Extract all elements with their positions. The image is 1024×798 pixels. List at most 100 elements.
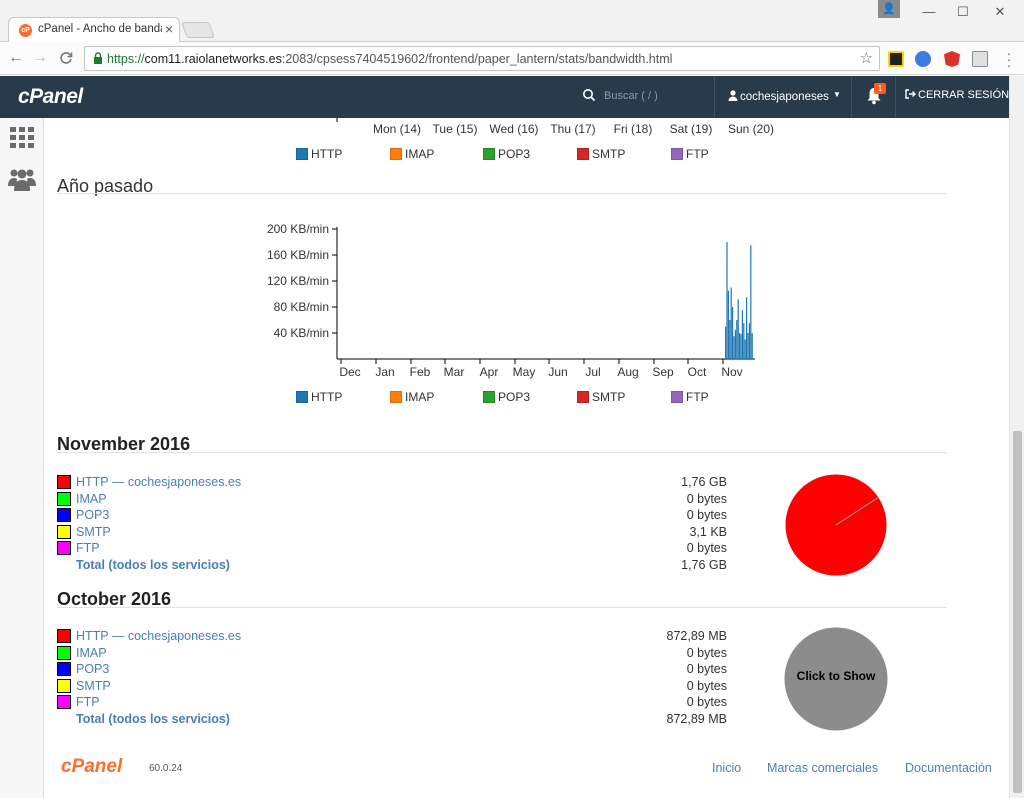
users-icon[interactable] [8,166,36,192]
service-value: 0 bytes [686,491,727,506]
x-tick-label: Apr [480,365,499,379]
footer-link-documentacion[interactable]: Documentación [905,761,992,775]
section-divider [57,193,947,194]
x-tick-label: Sep [652,365,674,379]
browser-profile-icon[interactable]: 👤 [878,0,900,18]
bar-http [737,299,739,359]
footer-cpanel-logo[interactable]: cPanel [61,756,123,777]
service-row: POP3 0 bytes [57,662,727,678]
user-menu[interactable]: cochesjaponeses [728,90,829,103]
shield-extension-icon[interactable] [915,51,931,67]
october-pie-placeholder[interactable] [781,624,891,734]
bar-http [730,287,732,359]
service-link[interactable]: POP3 [76,508,110,522]
page-scrollbar[interactable] [1009,76,1024,798]
bookmark-star-icon[interactable]: ☆ [859,50,873,67]
cpanel-favicon-icon: cP [19,24,32,37]
new-tab-button[interactable] [181,22,215,38]
total-link[interactable]: Total (todos los servicios) [76,711,230,726]
reload-icon[interactable] [56,48,76,68]
bar-http [743,323,745,359]
year-section-title: Año pasado [57,176,154,196]
service-color-swatch [57,662,71,676]
x-tick-label: Dec [339,365,360,379]
legend-label: SMTP [592,390,626,404]
legend-item-pop3[interactable]: POP3 [483,390,530,404]
service-row: SMTP 3,1 KB [57,524,727,541]
header-divider [895,76,896,118]
total-row: Total (todos los servicios) 872,89 MB [57,712,727,728]
legend-item-smtp[interactable]: SMTP [577,390,625,404]
y-tick-label: 80 KB/min [274,300,329,314]
service-value: 0 bytes [686,541,727,555]
bar-http [734,329,736,359]
service-link[interactable]: FTP [76,541,100,555]
service-value: 872,89 MB [666,711,727,726]
legend-item-ftp[interactable]: FTP [671,147,709,161]
address-bar[interactable]: https://com11.raiolanetworks.es:2083/cps… [84,46,880,71]
window-close-button[interactable]: ✕ [994,4,1006,19]
x-tick-label: Mar [444,365,465,379]
footer-link-inicio[interactable]: Inicio [712,761,742,775]
side-navigation [0,118,44,798]
search-input[interactable] [600,86,710,106]
legend-item-http[interactable]: HTTP [296,390,342,404]
scrollbar-thumb[interactable] [1013,431,1022,793]
service-link[interactable]: POP3 [76,662,110,676]
total-link[interactable]: Total (todos los servicios) [76,557,230,572]
logout-button[interactable]: CERRAR SESIÓN [905,89,1009,101]
x-tick-label: May [513,365,536,379]
section-divider [57,452,947,453]
weekly-tick-label: Tue (15) [433,122,478,136]
service-value: 0 bytes [686,662,727,676]
legend-label: HTTP [311,147,343,161]
browser-menu-icon[interactable]: · · · [1006,45,1012,73]
tab-close-icon[interactable]: × [165,21,174,37]
user-icon [728,90,738,101]
window-minimize-button[interactable]: — [922,4,936,19]
notion-extension-icon[interactable] [888,51,904,67]
lock-icon [94,52,102,64]
browser-tab-active[interactable]: cP cPanel - Ancho de banda × [8,17,180,42]
click-to-show-label[interactable]: Click to Show [796,669,876,683]
forward-arrow-icon[interactable]: → [32,49,48,66]
window-maximize-button[interactable]: ☐ [957,4,969,19]
legend-label: POP3 [498,147,531,161]
x-tick-label: Feb [410,365,431,379]
service-link[interactable]: HTTP — cochesjaponeses.es [76,475,242,489]
legend-item-pop3[interactable]: POP3 [483,147,530,161]
legend-item-smtp[interactable]: SMTP [577,147,625,161]
service-link[interactable]: IMAP [76,645,107,660]
legend-label: SMTP [592,147,626,161]
service-link[interactable]: IMAP [76,491,107,506]
x-tick-label: Jun [548,365,567,379]
service-link[interactable]: SMTP [76,524,111,539]
footer-link-marcas[interactable]: Marcas comerciales [767,761,879,775]
service-link[interactable]: SMTP [76,678,111,693]
november-pie-chart[interactable] [781,470,891,580]
chevron-down-icon[interactable]: ▼ [833,90,841,99]
service-row: FTP 0 bytes [57,541,727,557]
service-row: IMAP 0 bytes [57,645,727,662]
legend-swatch [577,148,589,160]
cpanel-logo[interactable]: cPanel [18,85,83,108]
legend-item-imap[interactable]: IMAP [390,390,434,404]
url-host: com11.raiolanetworks.es [144,52,282,66]
service-link[interactable]: HTTP — cochesjaponeses.es [76,629,242,643]
service-link[interactable]: FTP [76,695,100,709]
header-divider [714,76,715,118]
service-row: SMTP 0 bytes [57,678,727,695]
back-arrow-icon[interactable]: ← [8,49,24,66]
bar-http [729,320,731,359]
page-extension-icon[interactable] [972,51,988,67]
bar-http [748,323,750,359]
legend-item-http[interactable]: HTTP [296,147,342,161]
notification-badge: 1 [874,83,886,94]
bar-http [746,297,748,359]
angular-extension-icon[interactable] [944,51,960,67]
legend-item-imap[interactable]: IMAP [390,147,434,161]
legend-item-ftp[interactable]: FTP [671,390,709,404]
url-text: https://com11.raiolanetworks.es:2083/cps… [107,52,672,66]
service-value: 1,76 GB [681,557,727,572]
grid-apps-icon[interactable] [10,127,34,149]
